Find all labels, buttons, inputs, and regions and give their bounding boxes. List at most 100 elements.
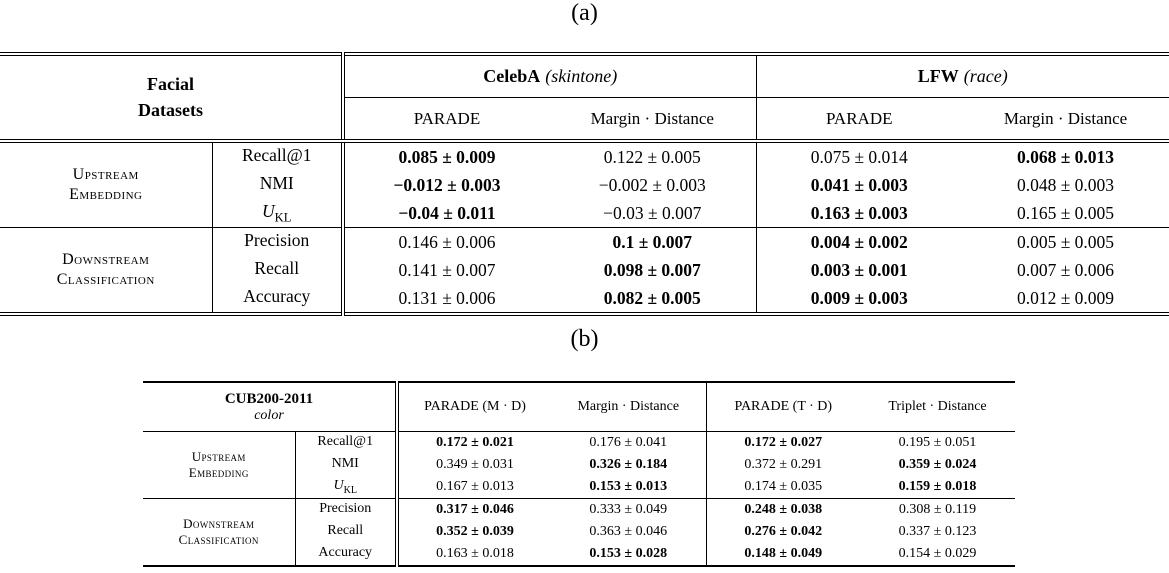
table-b-header-row: CUB200-2011 color PARADE (M · D) Margin … xyxy=(143,382,1015,432)
value-cell: 0.165 ± 0.005 xyxy=(1016,202,1115,223)
metric-cell: NMI xyxy=(211,171,343,199)
column-header: PARADE (M · D) xyxy=(395,382,551,432)
column-header: Margin · Distance xyxy=(549,97,757,143)
column-header: PARADE xyxy=(755,97,963,143)
value-cell: 0.176 ± 0.041 xyxy=(589,435,668,450)
corner-line-1: Facial xyxy=(147,74,194,95)
table-row: Downstream Classification Precision 0.14… xyxy=(0,227,1169,314)
metric-cell: Recall xyxy=(211,256,343,284)
value-cell: 0.174 ± 0.035 xyxy=(705,476,860,499)
corner-line-1: CUB200-2011 xyxy=(224,390,314,407)
value-cell: 0.082 ± 0.005 xyxy=(603,287,701,308)
value-cell: 0.308 ± 0.119 xyxy=(860,498,1015,521)
value-cell: 0.041 ± 0.003 xyxy=(755,171,963,199)
value-cell: 0.122 ± 0.005 xyxy=(603,146,701,167)
table-row: NMI 0.349 ± 0.031 0.326 ± 0.184 0.372 ± … xyxy=(143,454,1015,476)
metric-cell: Precision xyxy=(294,498,397,521)
metric-cell: NMI xyxy=(294,454,397,476)
table-row: Accuracy 0.131 ± 0.006 0.082 ± 0.005 0.0… xyxy=(0,284,1169,314)
value-cell: 0.003 ± 0.001 xyxy=(755,256,963,284)
column-header: PARADE xyxy=(341,97,549,143)
table-a-facial-datasets: Facial Datasets CelebA (skintone) LFW (rac… xyxy=(0,52,1169,316)
value-cell: 0.167 ± 0.013 xyxy=(395,476,551,499)
table-row: Accuracy 0.163 ± 0.018 0.153 ± 0.028 0.1… xyxy=(143,543,1015,566)
value-cell: 0.075 ± 0.014 xyxy=(755,141,963,171)
group-header-lfw: LFW (race) xyxy=(755,54,1169,98)
table-row: Downstream Classification Precision 0.31… xyxy=(143,498,1015,566)
value-cell: 0.317 ± 0.046 xyxy=(395,498,551,521)
value-cell: 0.012 ± 0.009 xyxy=(1016,287,1115,308)
value-cell: 0.372 ± 0.291 xyxy=(705,454,860,476)
column-header: Margin · Distance xyxy=(551,382,706,432)
value-cell: 0.153 ± 0.013 xyxy=(589,479,668,494)
table-a-method-header-row: PARADE Margin · Distance PARADE Margin ·… xyxy=(0,97,1169,143)
value-cell: 0.326 ± 0.184 xyxy=(589,457,668,472)
table-a-corner-title: Facial Datasets xyxy=(0,54,343,143)
table-row: Recall 0.141 ± 0.007 0.098 ± 0.007 0.003… xyxy=(0,256,1169,284)
value-cell: 0.349 ± 0.031 xyxy=(395,454,551,476)
table-a-group-header-row: Facial Datasets CelebA (skintone) LFW (rac… xyxy=(0,54,1169,143)
dataset-name: LFW xyxy=(917,66,959,86)
value-cell: −0.04 ± 0.011 xyxy=(341,199,549,228)
table-row: NMI −0.012 ± 0.003 −0.002 ± 0.003 0.041 … xyxy=(0,171,1169,199)
value-cell: 0.163 ± 0.003 xyxy=(755,199,963,228)
section-label-downstream-classification: Downstream Classification xyxy=(0,227,212,314)
value-cell: −0.012 ± 0.003 xyxy=(341,171,549,199)
value-cell: 0.098 ± 0.007 xyxy=(603,259,701,280)
value-cell: 0.153 ± 0.028 xyxy=(589,546,668,561)
metric-cell: Accuracy xyxy=(211,284,343,314)
value-cell: 0.048 ± 0.003 xyxy=(1016,174,1115,195)
section-label-upstream-embedding: Upstream Embedding xyxy=(188,448,249,480)
metric-cell: Accuracy xyxy=(294,543,397,566)
column-header: PARADE (T · D) xyxy=(705,382,860,432)
value-cell: 0.141 ± 0.007 xyxy=(341,256,549,284)
metric-cell: Recall@1 xyxy=(294,431,397,454)
metric-name: Recall@1 xyxy=(241,144,312,165)
column-header: Margin · Distance xyxy=(962,97,1169,143)
subfigure-caption-b: (b) xyxy=(570,326,599,352)
corner-line-2: color xyxy=(254,407,284,423)
section-label-downstream-classification: Downstream Classification xyxy=(143,498,295,566)
section-label-upstream-embedding: Upstream Embedding xyxy=(69,166,143,203)
value-cell: 0.009 ± 0.003 xyxy=(755,284,963,314)
metric-cell: UKL xyxy=(211,199,343,228)
table-row: Recall 0.352 ± 0.039 0.363 ± 0.046 0.276… xyxy=(143,521,1015,543)
table-row: Upstream Embedding Recall@1 0.172 ± 0.02… xyxy=(143,431,1015,480)
value-cell: 0.159 ± 0.018 xyxy=(898,479,977,494)
dataset-attribute: (skintone) xyxy=(545,66,618,86)
value-cell: 0.004 ± 0.002 xyxy=(755,227,963,256)
subfigure-caption-a: (a) xyxy=(571,0,598,26)
value-cell: 0.146 ± 0.006 xyxy=(341,227,549,256)
metric-cell: UKL xyxy=(294,476,397,499)
metric-cell: Recall@1 xyxy=(211,141,343,171)
value-cell: 0.007 ± 0.006 xyxy=(1016,259,1115,280)
corner-line-2: Datasets xyxy=(138,99,203,120)
value-cell: 0.068 ± 0.013 xyxy=(1016,146,1115,167)
dataset-name: CelebA xyxy=(483,66,541,86)
table-b-corner-title: CUB200-2011 color xyxy=(143,382,397,432)
metric-cell: Precision xyxy=(211,227,343,256)
value-cell: 0.005 ± 0.005 xyxy=(962,227,1169,256)
table-row: UKL −0.04 ± 0.011 −0.03 ± 0.007 0.163 ± … xyxy=(0,199,1169,228)
value-cell: 0.352 ± 0.039 xyxy=(395,521,551,543)
table-b-cub200: CUB200-2011 color PARADE (M · D) Margin … xyxy=(143,381,1015,567)
value-cell: −0.002 ± 0.003 xyxy=(598,174,706,195)
value-cell: 0.276 ± 0.042 xyxy=(705,521,860,543)
value-cell: 0.131 ± 0.006 xyxy=(341,284,549,314)
value-cell: −0.03 ± 0.007 xyxy=(603,202,702,223)
value-cell: 0.085 ± 0.009 xyxy=(341,141,549,171)
value-cell: 0.172 ± 0.021 xyxy=(395,431,551,454)
metric-cell: Recall xyxy=(294,521,397,543)
value-cell: 0.163 ± 0.018 xyxy=(395,543,551,566)
value-cell: 0.148 ± 0.049 xyxy=(705,543,860,566)
value-cell: 0.172 ± 0.027 xyxy=(705,431,860,454)
value-cell: 0.363 ± 0.046 xyxy=(589,524,668,539)
column-header: Triplet · Distance xyxy=(860,382,1015,432)
value-cell: 0.154 ± 0.029 xyxy=(898,546,977,561)
value-cell: 0.1 ± 0.007 xyxy=(549,227,757,256)
value-cell: 0.195 ± 0.051 xyxy=(898,435,977,450)
table-row: UKL 0.167 ± 0.013 0.153 ± 0.013 0.174 ± … xyxy=(143,476,1015,499)
value-cell: 0.359 ± 0.024 xyxy=(898,457,977,472)
dataset-attribute: (race) xyxy=(963,66,1008,86)
